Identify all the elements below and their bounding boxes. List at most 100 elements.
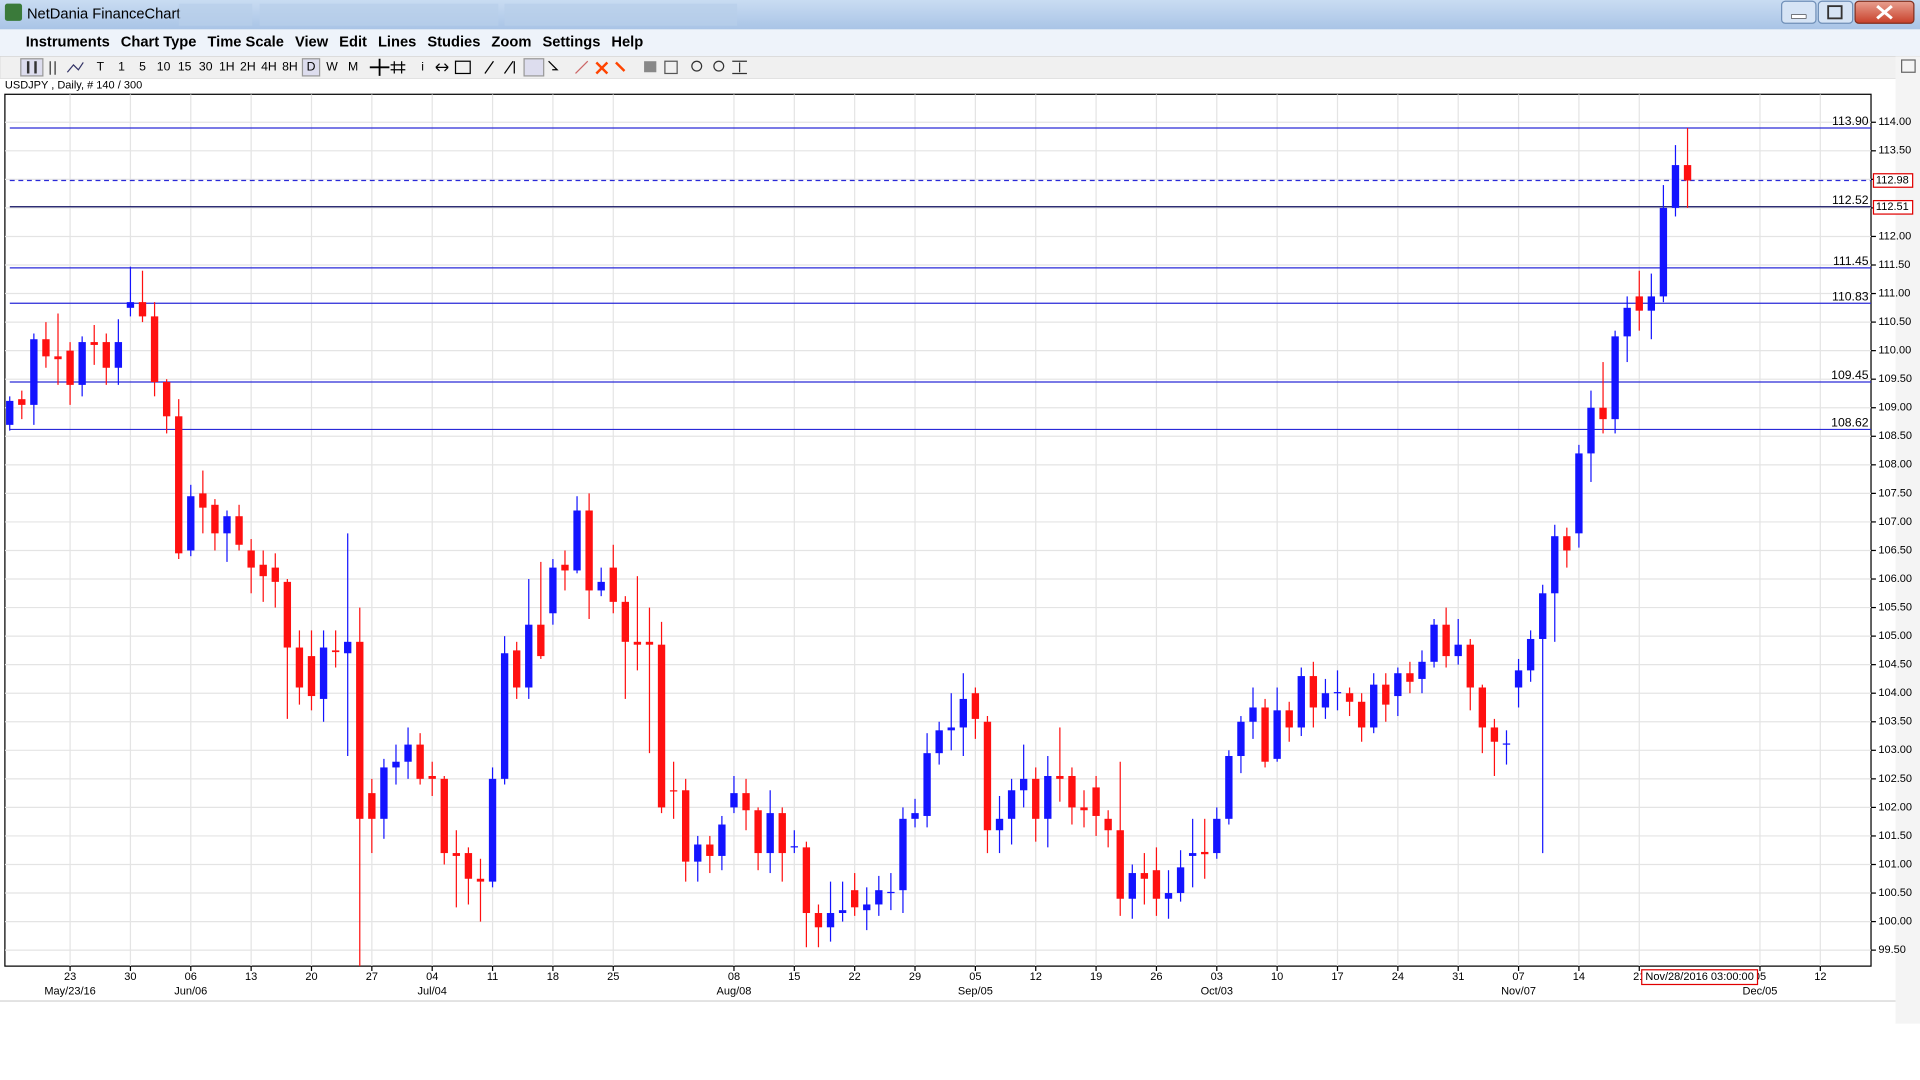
candle-body — [1478, 687, 1487, 728]
tool-button[interactable] — [20, 58, 44, 77]
x-tick-label: 21 — [1633, 971, 1645, 983]
timeframe-button[interactable]: 1 — [118, 60, 125, 74]
candle-body — [1019, 778, 1028, 791]
candle-body — [561, 564, 569, 571]
candle-body — [766, 813, 774, 854]
minimize-button[interactable] — [1781, 0, 1817, 24]
candle-body — [1394, 673, 1402, 697]
background-tab[interactable] — [178, 3, 253, 26]
candle-body — [295, 647, 304, 688]
background-tab[interactable] — [259, 3, 499, 26]
timeframe-button[interactable]: 30 — [199, 60, 213, 74]
candle-body — [959, 698, 967, 728]
scroll-tool[interactable] — [435, 63, 449, 72]
line-tool[interactable] — [484, 60, 515, 74]
y-tick-label: 109.50 — [1878, 373, 1912, 385]
candle-body — [609, 567, 617, 602]
candle-body — [1659, 207, 1668, 297]
zoom-in-tool[interactable] — [691, 60, 703, 72]
candle-body — [440, 778, 448, 854]
menu-item[interactable]: Studies — [427, 35, 480, 51]
grid-tool[interactable] — [390, 61, 406, 74]
y-tick-label: 106.00 — [1878, 573, 1912, 585]
timeframe-button[interactable]: 1H — [219, 60, 235, 74]
candle-body — [802, 847, 811, 914]
y-tick-label: 112.00 — [1878, 230, 1911, 242]
candle-body — [947, 727, 955, 731]
timeframe-button[interactable]: 10 — [157, 60, 171, 74]
candle-body — [694, 844, 702, 862]
maximize-button[interactable] — [1817, 0, 1854, 24]
candle-body — [1176, 867, 1185, 894]
preview-tool[interactable] — [664, 60, 678, 75]
candle-body — [464, 853, 473, 879]
pen-tool[interactable] — [575, 60, 589, 74]
delete-all-tool[interactable] — [615, 61, 626, 72]
timeframe-button[interactable]: 8H — [282, 60, 298, 74]
menu-item[interactable]: Edit — [339, 35, 367, 51]
info-tool[interactable]: i — [421, 60, 424, 74]
print-tool[interactable] — [644, 61, 657, 73]
timeframe-button[interactable]: 2H — [240, 60, 256, 74]
timeframe-button[interactable]: M — [348, 60, 358, 74]
candle-body — [597, 581, 605, 591]
timeframe-button[interactable]: 15 — [178, 60, 192, 74]
timeframe-button[interactable]: W — [326, 60, 338, 74]
candle-body — [1406, 673, 1414, 682]
y-tick-label: 108.50 — [1878, 430, 1912, 442]
menu-item[interactable]: Instruments — [26, 35, 110, 51]
y-tick-label: 103.00 — [1878, 744, 1912, 756]
window-title: NetDania FinanceChart — [27, 7, 180, 23]
candle-body — [235, 516, 243, 545]
candle-body — [1225, 756, 1233, 819]
delete-tool[interactable] — [595, 61, 609, 75]
candle-body — [488, 778, 497, 882]
side-panel — [1895, 56, 1920, 1024]
month-label: Nov/07 — [1501, 986, 1536, 998]
y-tick-label: 108.00 — [1878, 459, 1912, 471]
zoom-out-tool[interactable] — [713, 60, 725, 72]
arrow-tool[interactable] — [548, 60, 559, 71]
menu-item[interactable]: Help — [611, 35, 643, 51]
menu-item[interactable]: Lines — [378, 35, 416, 51]
y-tick-label: 99.50 — [1878, 944, 1906, 956]
x-tick-label: 19 — [1090, 971, 1102, 983]
timeframe-button[interactable]: 5 — [139, 60, 146, 74]
x-tick-label: 05 — [969, 971, 981, 983]
candle-body — [247, 550, 255, 568]
candle-body — [150, 316, 159, 383]
menu-item[interactable]: View — [295, 35, 329, 51]
volume-tool[interactable] — [454, 60, 471, 75]
y-tick-label: 100.00 — [1878, 915, 1912, 927]
candle-body — [983, 721, 992, 831]
candle-body — [1599, 407, 1607, 420]
menu-item[interactable]: Chart Type — [121, 35, 197, 51]
timeframe-button[interactable]: D — [307, 60, 316, 74]
candle-body — [706, 844, 714, 856]
fib-tool[interactable] — [523, 58, 545, 77]
menu-item[interactable]: Settings — [542, 35, 600, 51]
candle-body — [1164, 893, 1173, 899]
y-tick-label: 105.50 — [1878, 601, 1912, 613]
candle-body — [380, 767, 388, 819]
tool-icon — [66, 62, 84, 73]
candle-body — [1333, 692, 1342, 694]
crosshair-tool[interactable] — [369, 58, 390, 76]
fit-tool[interactable] — [732, 60, 747, 75]
x-tick-label: 07 — [1512, 971, 1524, 983]
side-panel-button[interactable] — [1901, 59, 1916, 73]
candle-body — [368, 793, 376, 819]
candle-body — [887, 891, 895, 894]
candle-body — [826, 913, 835, 928]
line-label: 109.45 — [1831, 368, 1869, 382]
timeframe-button[interactable]: T — [97, 60, 105, 74]
y-tick-label: 105.00 — [1878, 630, 1912, 642]
timeframe-button[interactable]: 4H — [261, 60, 277, 74]
candle-body — [1261, 707, 1269, 762]
candle-body — [18, 399, 26, 405]
menu-item[interactable]: Zoom — [491, 35, 531, 51]
background-tab[interactable] — [504, 3, 738, 26]
candle-body — [838, 910, 847, 914]
y-tick-label: 101.50 — [1878, 830, 1912, 842]
menu-item[interactable]: Time Scale — [207, 35, 283, 51]
